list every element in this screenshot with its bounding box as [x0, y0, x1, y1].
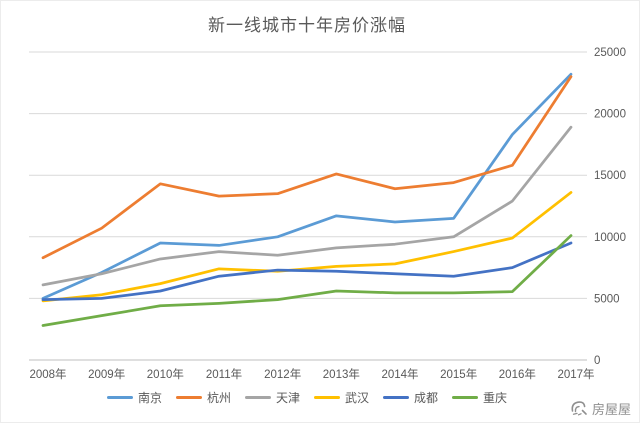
series-line-4 — [41, 191, 573, 303]
legend-swatch — [244, 396, 271, 399]
x-axis-tick-label: 2010年 — [147, 367, 184, 381]
watermark-logo-icon — [569, 398, 589, 418]
y-axis-tick-label: 20000 — [594, 109, 626, 121]
watermark: 房屋屋 — [569, 398, 631, 418]
x-axis-tick-label: 2009年 — [88, 367, 125, 381]
series-line-2 — [41, 75, 573, 260]
y-axis-tick-label: 25000 — [594, 47, 626, 59]
x-axis-tick-label: 2011年 — [206, 367, 242, 381]
chart-title: 新一线城市十年房价涨幅 — [208, 16, 406, 35]
y-axis-tick-label: 10000 — [594, 232, 626, 244]
y-axis-tick-label: 0 — [594, 355, 600, 367]
legend-item-3: 天津 — [244, 389, 300, 406]
legend-item-6: 重庆 — [452, 389, 507, 406]
legend-label: 武汉 — [345, 391, 370, 405]
legend-swatch — [175, 396, 202, 399]
chart-legend: 南京 杭州 天津 武汉 成都 重庆 — [1, 389, 613, 406]
legend-swatch — [314, 396, 340, 399]
legend-label: 重庆 — [483, 391, 508, 405]
legend-label: 天津 — [275, 391, 300, 405]
legend-item-5: 成都 — [383, 389, 438, 406]
series-line-1 — [41, 72, 573, 300]
legend-item-1: 南京 — [106, 389, 162, 406]
legend-item-2: 杭州 — [175, 389, 231, 406]
x-axis-tick-label: 2015年 — [440, 367, 477, 381]
x-axis-tick-label: 2012年 — [264, 367, 301, 381]
series-line-5 — [41, 241, 573, 302]
x-axis-tick-label: 2016年 — [499, 367, 536, 381]
series-line-6 — [41, 234, 573, 327]
y-axis-tick-label: 5000 — [594, 293, 620, 305]
legend-label: 成都 — [414, 391, 439, 405]
x-axis-tick-label: 2014年 — [381, 367, 418, 381]
watermark-label: 房屋屋 — [591, 401, 631, 417]
legend-swatch — [383, 396, 410, 399]
x-axis-tick-label: 2008年 — [29, 367, 66, 381]
legend-label: 南京 — [137, 391, 162, 405]
x-axis-tick-label: 2013年 — [323, 367, 360, 381]
legend-item-4: 武汉 — [314, 389, 369, 406]
y-axis-tick-label: 15000 — [594, 170, 626, 182]
series-line-3 — [41, 125, 573, 287]
legend-label: 杭州 — [206, 391, 231, 405]
x-axis-tick-label: 2017年 — [557, 367, 594, 381]
legend-swatch — [452, 396, 479, 399]
legend-swatch — [106, 396, 133, 399]
